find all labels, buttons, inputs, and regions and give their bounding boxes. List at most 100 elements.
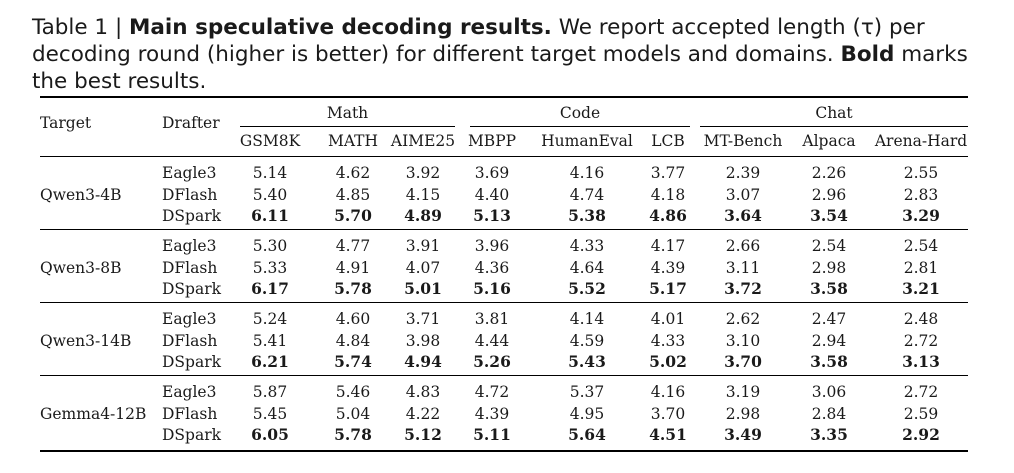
- table-cell: 2.54: [811, 237, 847, 255]
- drafter-name: DSpark: [162, 280, 222, 298]
- drafter-name: Eagle3: [162, 383, 217, 401]
- table-cell: 5.12: [404, 425, 442, 444]
- block-rule: [40, 229, 968, 230]
- table-cell: 4.72: [474, 383, 510, 401]
- table-cell: 3.91: [405, 237, 441, 255]
- table-cell: 4.39: [650, 258, 686, 277]
- table-cell: 4.62: [335, 164, 371, 182]
- table-cell: 4.07: [405, 258, 441, 277]
- table-cell: 3.69: [474, 164, 510, 182]
- bottom-rule: [40, 450, 968, 452]
- drafter-name: DFlash: [162, 258, 218, 277]
- table-cell: 3.77: [650, 164, 686, 182]
- table-cell: 5.01: [404, 279, 442, 298]
- table-cell: 3.10: [725, 331, 761, 350]
- table-cell: 2.55: [903, 164, 939, 182]
- table-cell: 3.13: [902, 352, 940, 371]
- table-cell: 2.81: [903, 258, 939, 277]
- table-cell: 5.33: [252, 258, 288, 277]
- table-cell: 4.74: [569, 185, 605, 204]
- table-cell: 5.64: [568, 425, 606, 444]
- table-cell: 4.18: [650, 185, 686, 204]
- table-cell: 2.39: [725, 164, 761, 182]
- table-cell: 4.39: [474, 404, 510, 423]
- group-underline: [240, 126, 455, 127]
- table-cell: 5.70: [334, 206, 372, 225]
- table-cell: 3.92: [405, 164, 441, 182]
- column-header: LCB: [651, 132, 685, 150]
- table-cell: 2.96: [811, 185, 847, 204]
- table-cell: 2.98: [725, 404, 761, 423]
- table-caption: Table 1 | Main speculative decoding resu…: [32, 14, 982, 95]
- table-cell: 5.78: [334, 279, 372, 298]
- table-cell: 6.11: [251, 206, 289, 225]
- table-cell: 3.96: [474, 237, 510, 255]
- column-header: MATH: [327, 132, 379, 150]
- table-cell: 3.29: [902, 206, 940, 225]
- table-cell: 4.84: [335, 331, 371, 350]
- caption-bold-word: Bold: [840, 42, 895, 67]
- table-cell: 2.48: [903, 310, 939, 328]
- table-cell: 4.85: [335, 185, 371, 204]
- drafter-name: Eagle3: [162, 164, 217, 182]
- table-cell: 2.84: [811, 404, 847, 423]
- table-cell: 5.24: [252, 310, 288, 328]
- caption-title: Main speculative decoding results.: [129, 15, 552, 40]
- column-header: Arena-Hard: [874, 132, 968, 150]
- table-cell: 5.14: [252, 164, 288, 182]
- target-model: Qwen3-8B: [40, 258, 122, 277]
- target-model: Qwen3-14B: [40, 331, 132, 350]
- table-cell: 4.86: [649, 206, 687, 225]
- drafter-name: Eagle3: [162, 310, 217, 328]
- caption-text-1: We report accepted length (τ) per decodi…: [32, 15, 925, 67]
- table-cell: 4.64: [569, 258, 605, 277]
- table-cell: 4.95: [569, 404, 605, 423]
- table-cell: 5.52: [568, 279, 606, 298]
- table-cell: 4.33: [650, 331, 686, 350]
- group-underline: [470, 126, 690, 127]
- table-cell: 4.89: [404, 206, 442, 225]
- caption-text-2: marks the best results.: [32, 42, 968, 94]
- table-cell: 3.81: [474, 310, 510, 328]
- target-model: Qwen3-4B: [40, 185, 122, 204]
- column-header: Alpaca: [802, 132, 856, 150]
- table-cell: 4.60: [335, 310, 371, 328]
- table-cell: 4.51: [649, 425, 687, 444]
- table-cell: 3.49: [724, 425, 762, 444]
- table-cell: 3.35: [810, 425, 848, 444]
- table-cell: 3.07: [725, 185, 761, 204]
- column-header: MBPP: [467, 132, 517, 150]
- table-cell: 2.66: [725, 237, 761, 255]
- table-cell: 3.11: [725, 258, 761, 277]
- table-cell: 4.36: [474, 258, 510, 277]
- column-header: AIME25: [390, 132, 456, 150]
- table-cell: 5.16: [473, 279, 511, 298]
- column-header: HumanEval: [541, 132, 633, 150]
- table-cell: 4.22: [405, 404, 441, 423]
- table-cell: 3.19: [725, 383, 761, 401]
- group-header: Code: [559, 104, 601, 122]
- table-cell: 4.17: [650, 237, 686, 255]
- table-cell: 3.54: [810, 206, 848, 225]
- column-header: MT-Bench: [703, 132, 783, 150]
- table-cell: 6.21: [251, 352, 289, 371]
- table-cell: 5.04: [335, 404, 371, 423]
- table-cell: 2.83: [903, 185, 939, 204]
- table-cell: 4.33: [569, 237, 605, 255]
- table-cell: 5.13: [473, 206, 511, 225]
- table-cell: 5.37: [569, 383, 605, 401]
- table-cell: 3.72: [724, 279, 762, 298]
- table-cell: 5.30: [252, 237, 288, 255]
- table-cell: 2.59: [903, 404, 939, 423]
- table-cell: 4.16: [650, 383, 686, 401]
- table-cell: 4.44: [474, 331, 510, 350]
- table-cell: 5.45: [252, 404, 288, 423]
- group-header: Math: [326, 104, 369, 122]
- table-cell: 2.92: [902, 425, 940, 444]
- table-cell: 4.14: [569, 310, 605, 328]
- table-cell: 4.94: [404, 352, 442, 371]
- table-cell: 6.17: [251, 279, 289, 298]
- table-cell: 3.70: [724, 352, 762, 371]
- header-drafter: Drafter: [162, 114, 220, 132]
- table-cell: 2.54: [903, 237, 939, 255]
